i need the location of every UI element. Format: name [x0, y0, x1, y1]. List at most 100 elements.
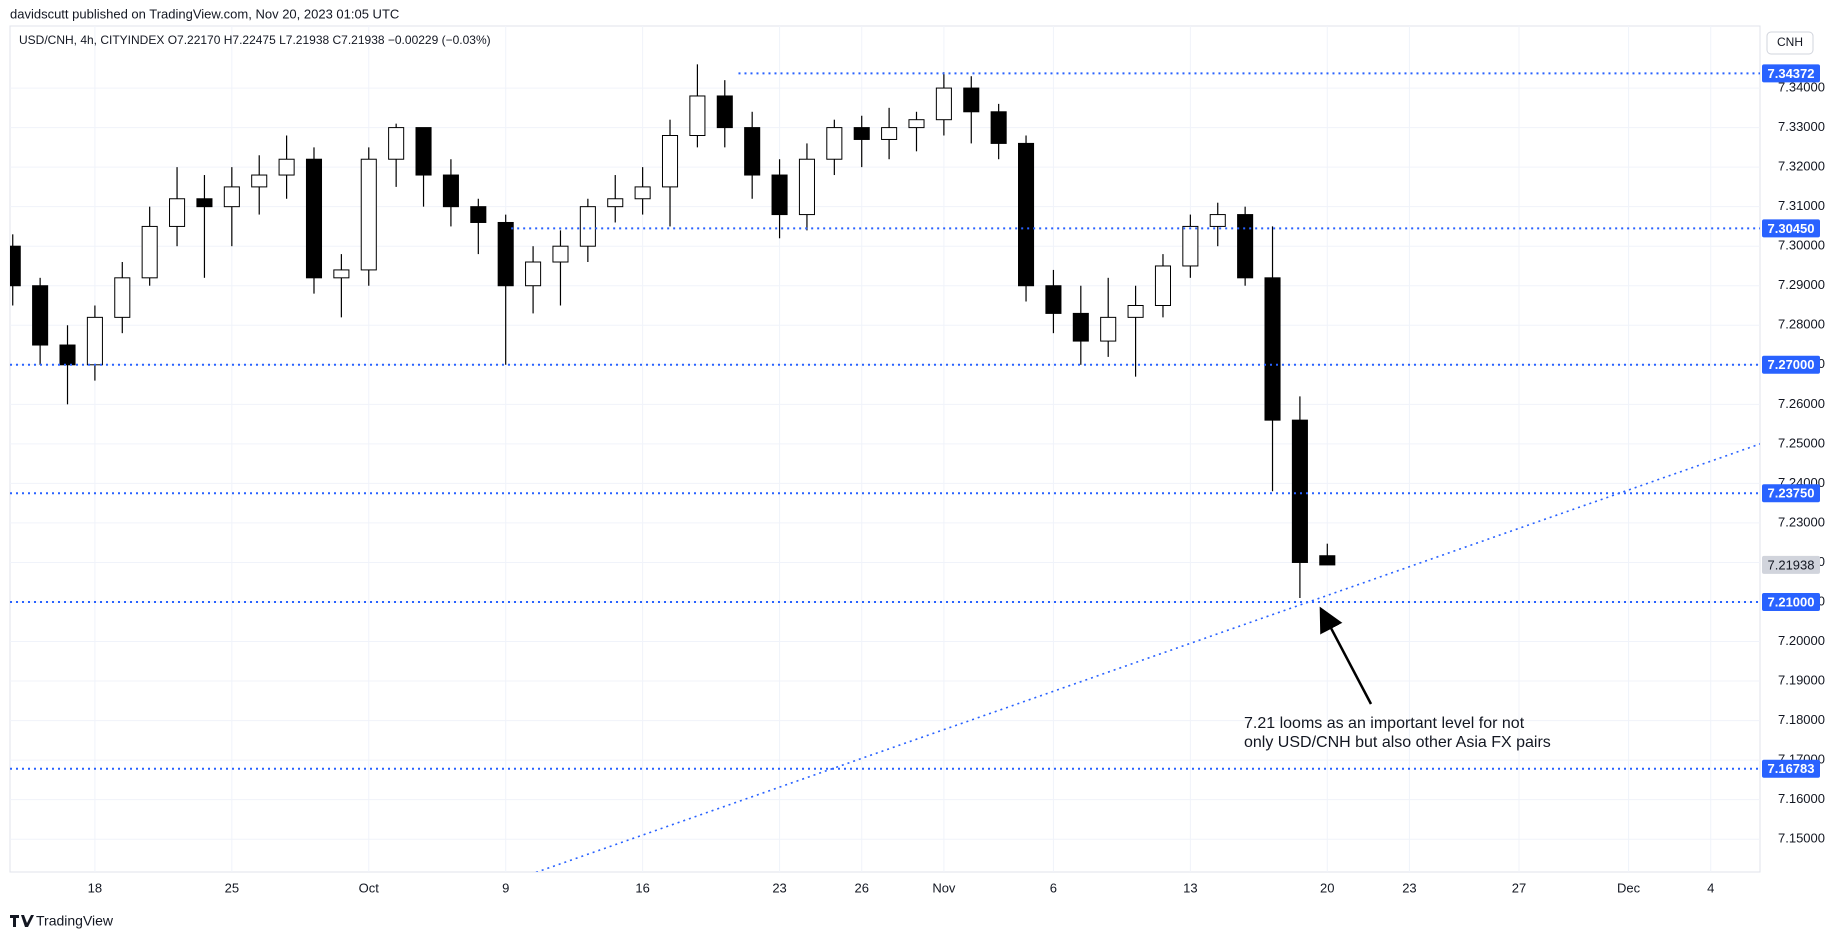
candle-body: [32, 285, 49, 346]
candle-body: [86, 316, 103, 366]
currency-box[interactable]: [1766, 31, 1814, 55]
y-tick-label: 7.30000: [1778, 238, 1825, 253]
grid: [10, 26, 1760, 872]
x-tick-label: 20: [1320, 880, 1334, 895]
candle-body: [1264, 277, 1281, 421]
x-tick-label: Dec: [1617, 880, 1641, 895]
candle-body: [1127, 304, 1144, 318]
candle-body: [333, 269, 350, 279]
level-price-label: 7.34372: [1768, 66, 1815, 81]
x-tick-label: 16: [635, 880, 649, 895]
x-tick-label: 23: [1402, 880, 1416, 895]
annotation-line: only USD/CNH but also other Asia FX pair…: [1244, 734, 1551, 751]
x-tick-label: 6: [1050, 880, 1057, 895]
candle-body: [661, 135, 679, 188]
x-tick-label: Nov: [932, 880, 956, 895]
x-tick-label: 4: [1707, 880, 1714, 895]
candle-body: [963, 87, 980, 113]
candle-body: [196, 198, 213, 208]
candle-body: [470, 206, 487, 223]
candle-body: [114, 277, 131, 318]
candle-body: [1182, 225, 1199, 267]
candle-body: [552, 245, 569, 263]
candle-body: [1072, 312, 1089, 342]
candle-body: [1319, 555, 1336, 566]
last-price-box: [1762, 555, 1820, 574]
level-price-label: 7.27000: [1768, 357, 1815, 372]
candle-body: [689, 95, 706, 137]
x-tick-label: 27: [1512, 880, 1526, 895]
candle-body: [1045, 285, 1062, 314]
annotation-line: 7.21 looms as an important level for not: [1244, 715, 1525, 732]
candle-body: [1209, 214, 1226, 227]
candle-body: [1154, 265, 1172, 306]
candle-body: [1291, 419, 1308, 563]
x-tick-label: 26: [854, 880, 868, 895]
candle-body: [442, 174, 459, 208]
candle-body: [881, 127, 898, 140]
candle-body: [1018, 142, 1035, 287]
x-tick-label: 25: [225, 880, 239, 895]
x-tick-label: 18: [88, 880, 102, 895]
brand-logo: [10, 915, 34, 927]
y-tick-label: 7.16000: [1778, 791, 1825, 806]
x-tick-label: 23: [772, 880, 786, 895]
y-tick-label: 7.19000: [1778, 672, 1825, 687]
candle-body: [771, 174, 788, 216]
level-price-box: [1762, 759, 1820, 778]
x-tick-label: 13: [1183, 880, 1197, 895]
candle-body: [935, 87, 952, 121]
trendline: [534, 443, 1760, 872]
candle-body: [278, 158, 295, 176]
candle-body: [59, 344, 76, 366]
candle-body: [1237, 214, 1254, 279]
axes: 7.150007.160007.170007.180007.190007.200…: [88, 64, 1825, 895]
candle-body: [10, 245, 21, 287]
candle-body: [634, 186, 651, 200]
brand: TradingView: [36, 913, 114, 929]
level-price-label: 7.16783: [1768, 761, 1815, 776]
candle-body: [169, 198, 186, 227]
candle-body: [497, 221, 514, 287]
last-price-label: 7.21938: [1768, 557, 1815, 572]
y-tick-label: 7.20000: [1778, 633, 1825, 648]
y-tick-label: 7.23000: [1778, 514, 1825, 529]
candle-body: [1100, 316, 1117, 342]
y-tick-label: 7.34000: [1778, 80, 1825, 95]
candle-body: [525, 261, 542, 287]
candle-body: [360, 158, 377, 271]
y-tick-label: 7.28000: [1778, 317, 1825, 332]
x-tick-label: Oct: [359, 880, 380, 895]
level-price-box: [1762, 355, 1820, 374]
plot: [10, 64, 1760, 872]
y-tick-label: 7.32000: [1778, 159, 1825, 174]
level-price-box: [1762, 592, 1820, 611]
candle-body: [251, 174, 268, 188]
y-tick-label: 7.31000: [1778, 198, 1825, 213]
candle-body: [579, 206, 596, 247]
candle-body: [415, 127, 432, 176]
candle-body: [744, 127, 761, 176]
byline: davidscutt published on TradingView.com,…: [10, 6, 399, 21]
symbol-line: USD/CNH, 4h, CITYINDEX O7.22170 H7.22475…: [19, 33, 491, 47]
level-price-box: [1762, 219, 1820, 238]
candle-body: [798, 158, 815, 216]
level-price-label: 7.30450: [1768, 221, 1815, 236]
plot-frame: [9, 25, 1761, 873]
candle-body: [853, 127, 870, 140]
candle-body: [223, 186, 240, 208]
candle-body: [990, 111, 1007, 144]
candle-body: [908, 119, 925, 129]
x-tick-label: 9: [502, 880, 509, 895]
candle-body: [305, 158, 323, 279]
level-price-label: 7.23750: [1768, 486, 1815, 501]
y-tick-label: 7.26000: [1778, 396, 1825, 411]
y-tick-label: 7.15000: [1778, 831, 1825, 846]
currency[interactable]: CNH: [1777, 35, 1803, 49]
y-tick-label: 7.25000: [1778, 435, 1825, 450]
level-price-label: 7.21000: [1768, 594, 1815, 609]
y-tick-label: 7.18000: [1778, 712, 1825, 727]
candle-body: [141, 225, 158, 279]
